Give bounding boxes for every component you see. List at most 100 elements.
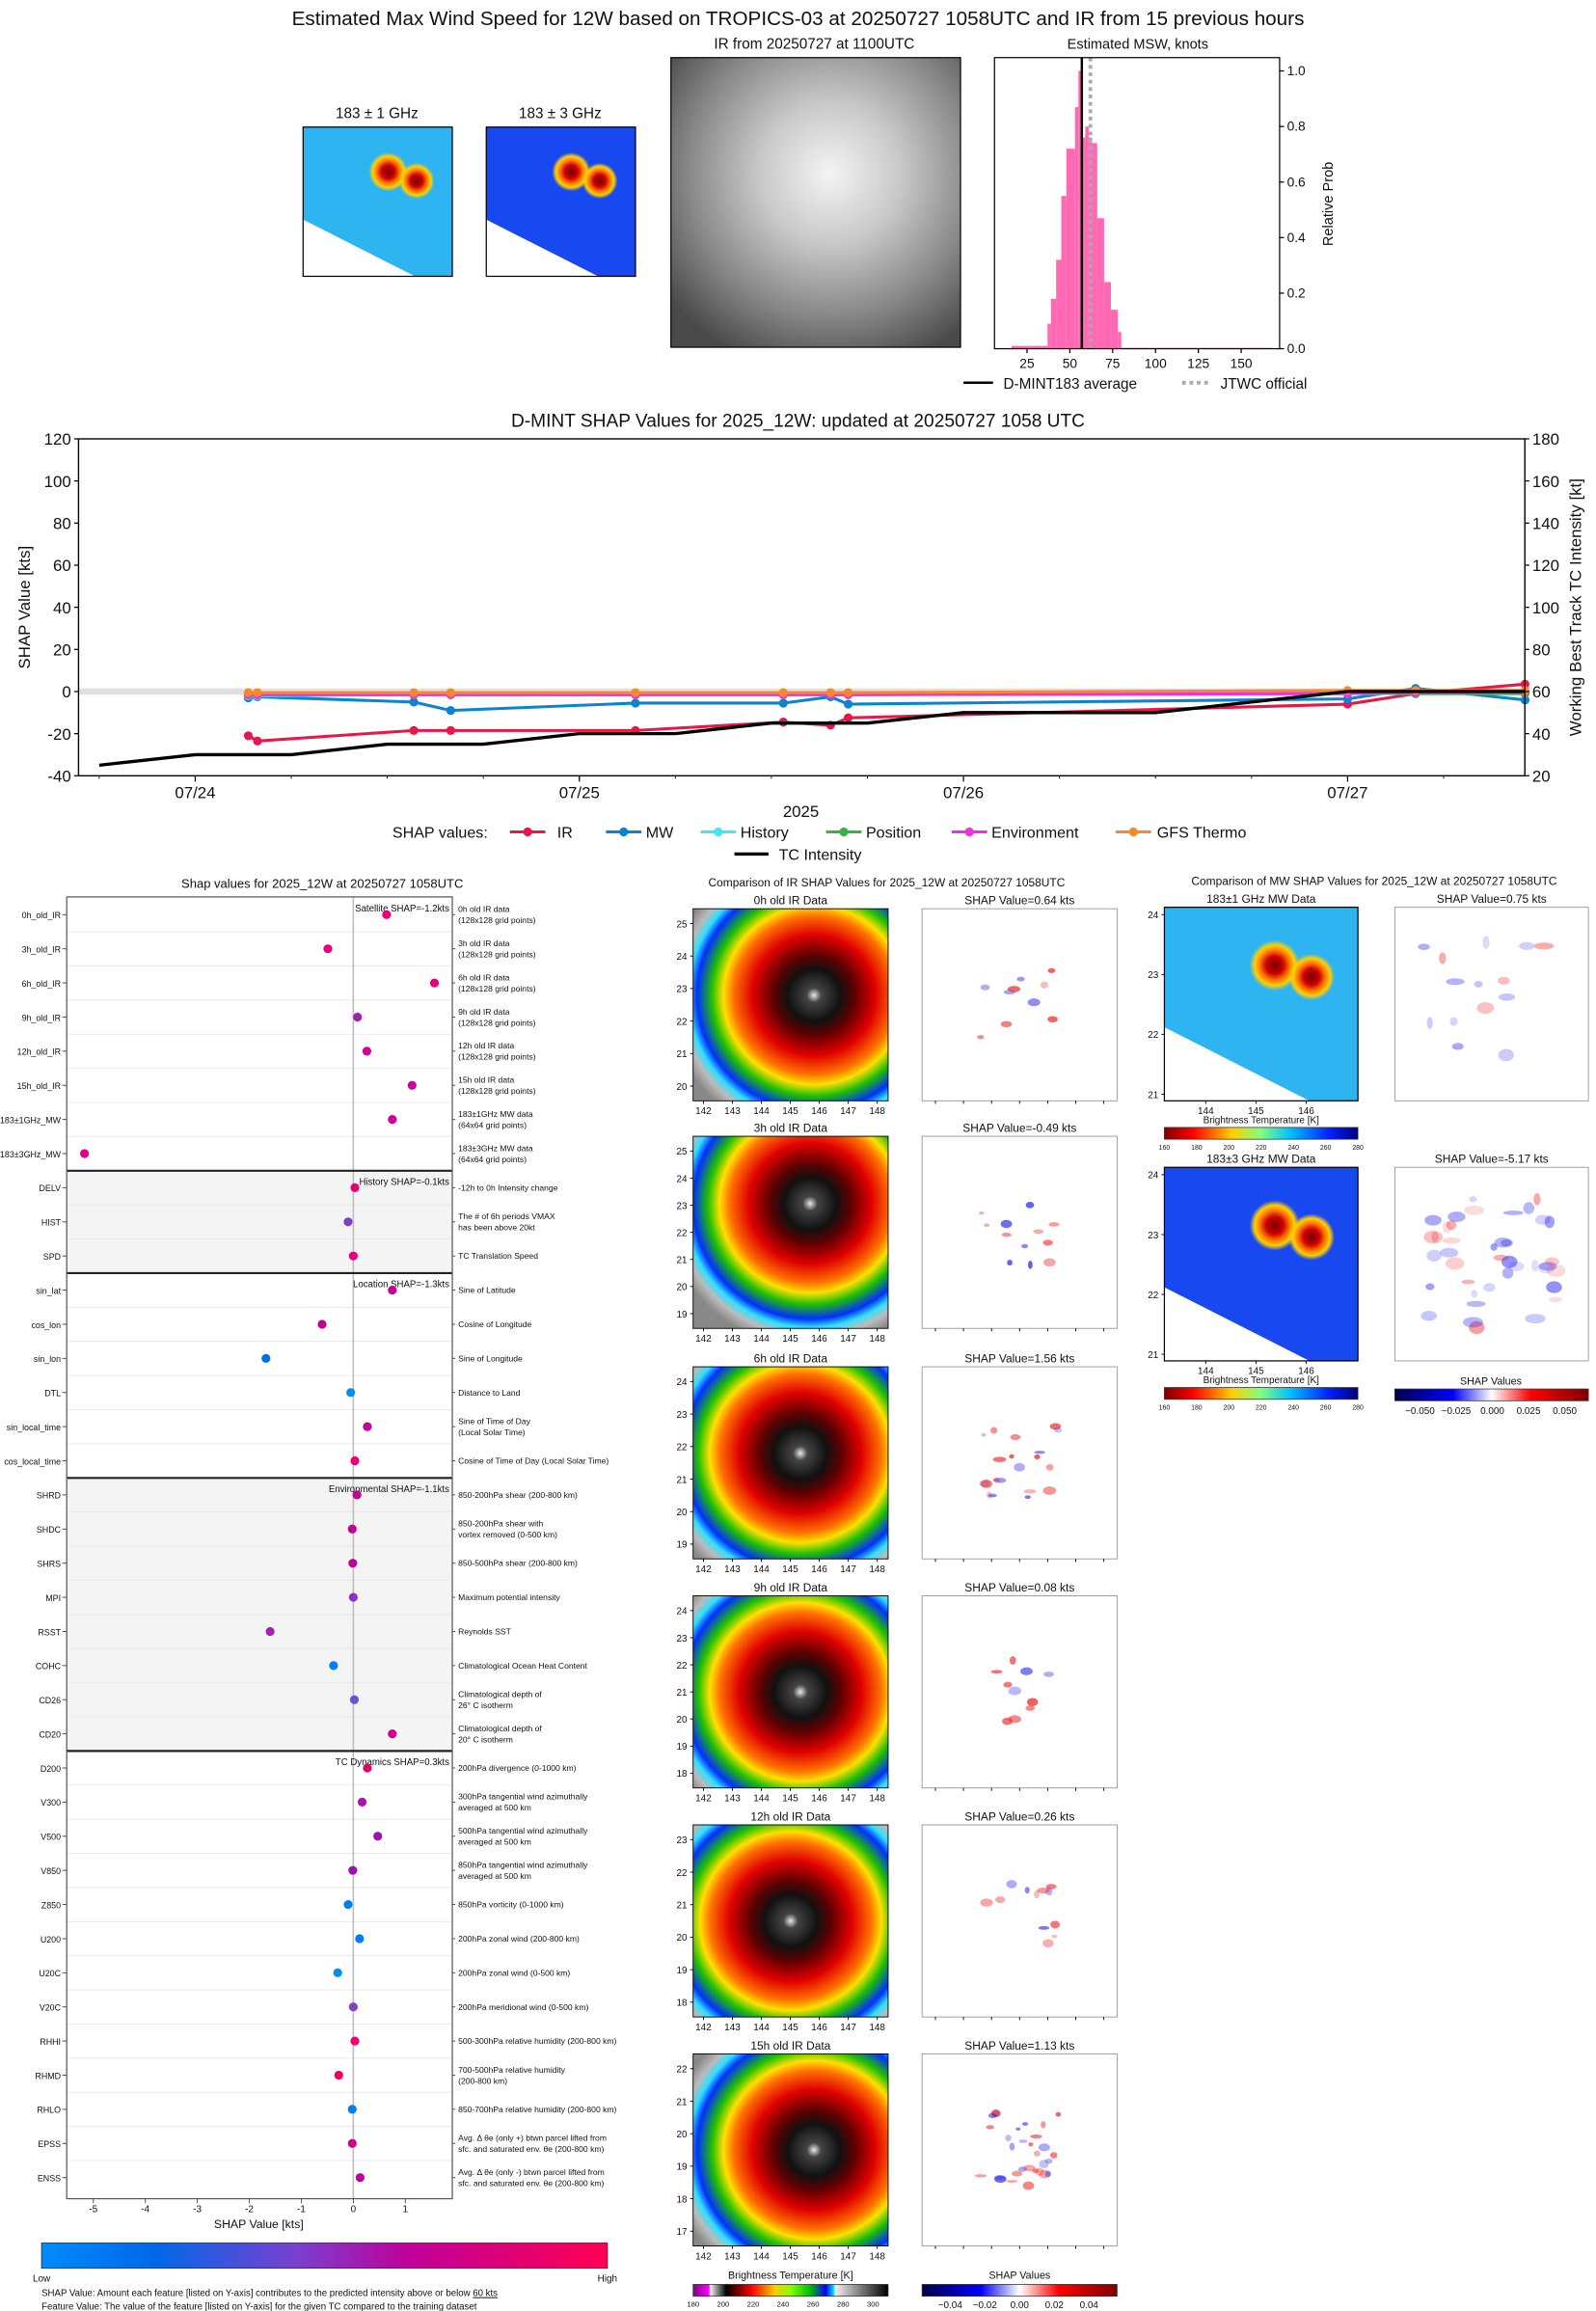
series-marker (843, 699, 853, 709)
shap-anomaly (1049, 2152, 1058, 2159)
feature-label: sin_local_time (7, 1423, 61, 1432)
convection-blob (368, 152, 408, 192)
y-tick-label: 1.0 (1287, 64, 1306, 78)
series-marker (409, 688, 419, 697)
histogram-bar (1047, 323, 1051, 349)
shap-anomaly (1038, 1925, 1050, 1930)
x-tick-label: 147 (840, 1106, 856, 1117)
shap-anomaly (1054, 1427, 1063, 1433)
group-shap-label: History SHAP=-0.1kts (359, 1177, 449, 1187)
colorbar-tick-label: 200 (1224, 1404, 1235, 1411)
x-tick-label: 25 (1019, 356, 1035, 370)
convection-blob (552, 152, 591, 192)
series-marker (409, 725, 419, 735)
y-tick-label: 24 (677, 1607, 689, 1618)
shap-anomaly (1426, 1249, 1442, 1262)
shap-value-note: SHAP Value: Amount each feature [listed … (41, 2289, 498, 2299)
series-marker (243, 731, 254, 741)
y-tick-label: 21 (1148, 1090, 1159, 1101)
shap-anomaly (1042, 1485, 1057, 1495)
histogram-bar (1078, 70, 1082, 349)
colorbar-tick-label: 160 (1159, 1145, 1171, 1152)
shap-anomaly (1033, 1229, 1044, 1235)
ir-panel-title: 0h old IR Data (754, 894, 828, 908)
colorbar-tick-label: −0.02 (973, 2300, 998, 2311)
x-tick-label: 147 (840, 1564, 856, 1575)
histogram-bar (1092, 143, 1097, 349)
feature-label: V20C (40, 2003, 62, 2013)
shap-anomaly (1025, 1201, 1035, 1209)
histogram-bar (1066, 149, 1075, 349)
shap-anomaly (979, 1211, 985, 1215)
shap-dot (355, 2173, 365, 2183)
shap-dot (348, 1865, 358, 1875)
y-tick-label: 0.6 (1287, 175, 1306, 189)
shap-anomaly (1033, 2150, 1041, 2157)
feature-description: 850hPa vorticity (0-1000 km) (458, 1900, 564, 1910)
colorbar-high-label: High (598, 2273, 617, 2284)
histogram-title: Estimated MSW, knots (1068, 38, 1208, 53)
feature-description: 850-200hPa shear (200-800 km) (458, 1490, 578, 1500)
y-tick-label: 23 (1148, 1231, 1159, 1241)
shap-anomaly (980, 1898, 993, 1907)
y-tick-label: 23 (677, 1410, 689, 1421)
legend-label: TC Intensity (779, 847, 862, 864)
y-tick-label: 19 (677, 1540, 689, 1551)
colorbar-tick-label: 180 (687, 2299, 699, 2308)
y-tick-label: 23 (677, 1634, 689, 1645)
shap-anomaly (1005, 2134, 1012, 2142)
shap-anomaly (992, 1478, 1000, 1482)
shap-dot (347, 2105, 357, 2114)
group-shap-label: Location SHAP=-1.3kts (353, 1279, 449, 1290)
x-axis-label: 2025 (783, 802, 819, 821)
x-tick-label: 146 (811, 2251, 827, 2262)
shap-anomaly (1007, 1260, 1013, 1266)
y-tick-label: 21 (677, 1901, 689, 1912)
feature-description: -12h to 0h Intensity change (458, 1183, 558, 1192)
shap-anomaly (995, 1896, 1006, 1903)
shap-map (921, 908, 1118, 1101)
shap-dot (343, 1217, 353, 1227)
shap-dot (265, 1626, 275, 1637)
shap-dot (362, 1047, 371, 1056)
y2-tick-label: 140 (1532, 514, 1559, 532)
shap-map-title: SHAP Value=0.75 kts (1437, 892, 1547, 906)
shap-anomaly (1009, 1454, 1014, 1459)
shap-anomaly (1498, 1048, 1514, 1062)
shap-anomaly (1501, 1255, 1518, 1268)
feature-label: SHRS (37, 1560, 61, 1569)
y-tick-label: 60 (53, 557, 71, 575)
feature-label: HIST (41, 1218, 62, 1228)
shap-anomaly (1546, 1264, 1566, 1277)
shap-anomaly (1025, 1705, 1035, 1711)
shap-anomaly (1040, 981, 1048, 989)
convection-blob (1249, 939, 1300, 991)
feature-label: D200 (41, 1764, 61, 1774)
feature-description: 700-500hPa relative humidity (458, 2065, 566, 2075)
shap-anomaly (1001, 1232, 1012, 1237)
shap-dot (357, 1797, 367, 1807)
feature-label: RHMD (35, 2071, 61, 2080)
feature-description: (128x128 grid points) (458, 915, 536, 925)
x-tick-label: 143 (724, 1793, 741, 1804)
shap-anomaly (1420, 1311, 1438, 1321)
ir-thumb-image (670, 57, 961, 348)
series-marker (778, 688, 788, 697)
shap-panel-title: Shap values for 2025_12W at 20250727 105… (181, 877, 463, 891)
shap-anomaly (1038, 2143, 1050, 2152)
mw-image-frame (1163, 1166, 1359, 1362)
shap-dot (363, 1422, 372, 1431)
x-tick-label: 1 (403, 2204, 409, 2215)
series-marker (446, 688, 455, 697)
feature-description: 300hPa tangential wind azimuthally (458, 1792, 588, 1802)
group-shap-label: Environmental SHAP=-1.1kts (329, 1484, 449, 1495)
feature-description: sfc. and saturated env. θe (200-800 km) (458, 2144, 604, 2154)
shap-anomaly (990, 1427, 998, 1434)
shap-dot (363, 1763, 372, 1773)
y-tick-label: 22 (677, 1661, 689, 1672)
x-tick-label: 147 (840, 2251, 856, 2262)
shap-anomaly (1519, 941, 1535, 951)
legend-marker (714, 827, 723, 837)
feature-label: CD20 (39, 1729, 61, 1739)
